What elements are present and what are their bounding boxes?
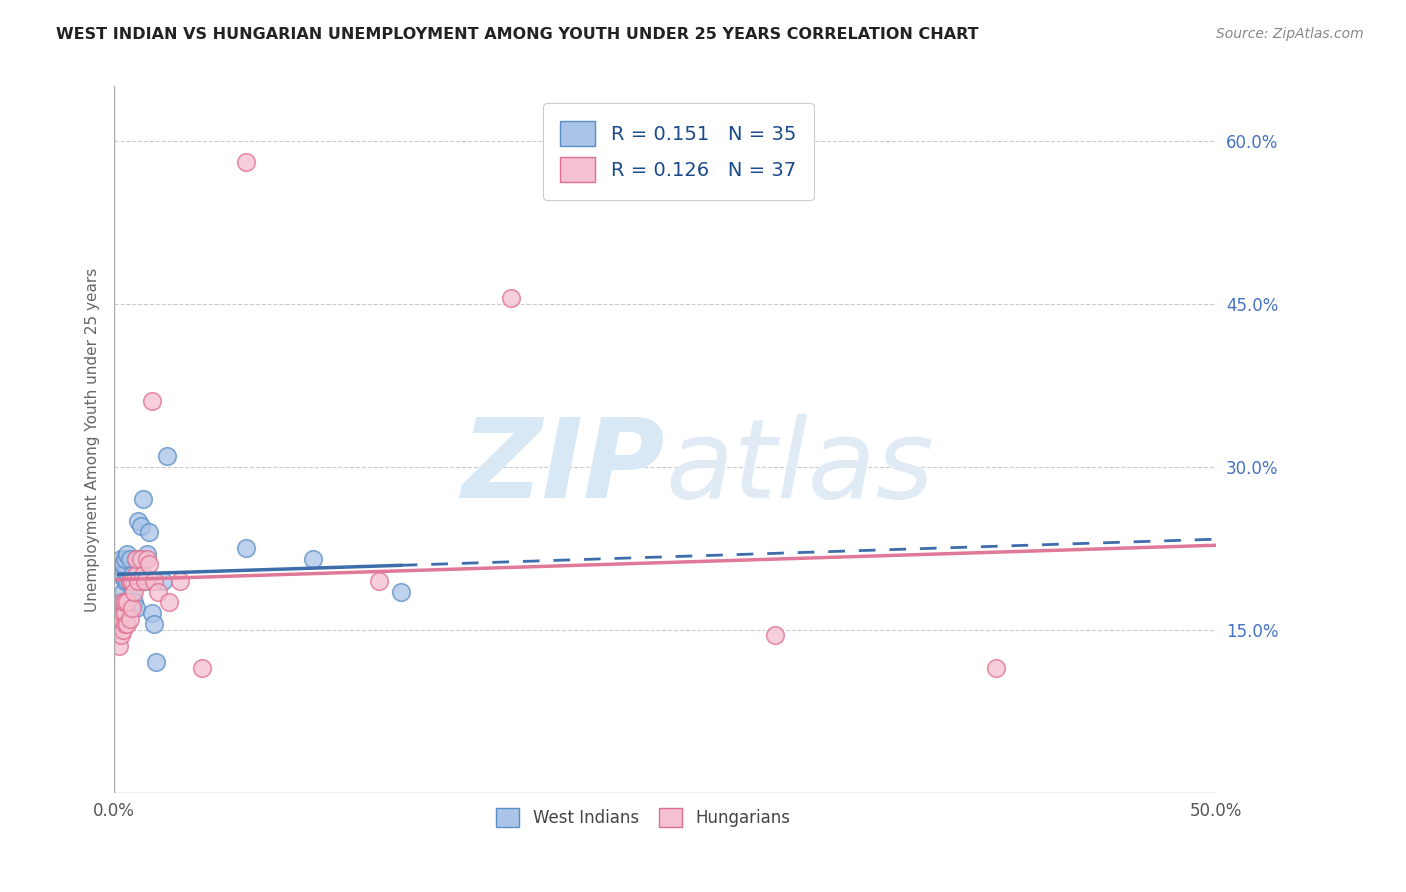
Text: WEST INDIAN VS HUNGARIAN UNEMPLOYMENT AMONG YOUTH UNDER 25 YEARS CORRELATION CHA: WEST INDIAN VS HUNGARIAN UNEMPLOYMENT AM… — [56, 27, 979, 42]
Point — [134, 574, 156, 588]
Point — [142, 574, 165, 588]
Point — [111, 607, 134, 621]
Point — [114, 607, 136, 621]
Point — [301, 552, 323, 566]
Point — [110, 568, 132, 582]
Point — [129, 552, 152, 566]
Point — [121, 584, 143, 599]
Point — [156, 449, 179, 463]
Point — [117, 595, 139, 609]
Point — [138, 558, 160, 572]
Point — [125, 552, 148, 566]
Point — [114, 595, 136, 609]
Text: atlas: atlas — [665, 414, 934, 521]
Point — [114, 595, 136, 609]
Point — [107, 595, 129, 609]
Point — [499, 291, 522, 305]
Point — [118, 574, 141, 588]
Point — [235, 541, 257, 556]
Point — [118, 612, 141, 626]
Point — [134, 574, 156, 588]
Text: ZIP: ZIP — [461, 414, 665, 521]
Point — [114, 574, 136, 588]
Point — [111, 558, 134, 572]
Point — [367, 574, 389, 588]
Point — [110, 552, 132, 566]
Point — [141, 394, 163, 409]
Point — [125, 552, 148, 566]
Point — [125, 601, 148, 615]
Y-axis label: Unemployment Among Youth under 25 years: Unemployment Among Youth under 25 years — [86, 268, 100, 612]
Point — [125, 568, 148, 582]
Point — [121, 574, 143, 588]
Point — [136, 552, 159, 566]
Point — [117, 547, 139, 561]
Point — [111, 623, 134, 637]
Point — [191, 661, 214, 675]
Point — [111, 584, 134, 599]
Point — [107, 612, 129, 626]
Point — [111, 568, 134, 582]
Point — [142, 617, 165, 632]
Point — [127, 514, 149, 528]
Point — [105, 617, 128, 632]
Point — [107, 639, 129, 653]
Point — [765, 628, 787, 642]
Point — [114, 552, 136, 566]
Legend: West Indians, Hungarians: West Indians, Hungarians — [489, 801, 797, 834]
Point — [389, 584, 412, 599]
Point — [117, 595, 139, 609]
Point — [141, 607, 163, 621]
Point — [132, 568, 155, 582]
Point — [138, 524, 160, 539]
Point — [132, 492, 155, 507]
Point — [114, 617, 136, 632]
Point — [152, 574, 174, 588]
Point — [121, 601, 143, 615]
Point — [169, 574, 191, 588]
Point — [122, 574, 145, 588]
Point — [122, 584, 145, 599]
Text: Source: ZipAtlas.com: Source: ZipAtlas.com — [1216, 27, 1364, 41]
Point — [136, 547, 159, 561]
Point — [110, 628, 132, 642]
Point — [148, 584, 170, 599]
Point — [157, 595, 180, 609]
Point — [110, 612, 132, 626]
Point — [114, 607, 136, 621]
Point — [122, 595, 145, 609]
Point — [117, 617, 139, 632]
Point — [127, 574, 149, 588]
Point — [121, 568, 143, 582]
Point — [118, 552, 141, 566]
Point — [118, 574, 141, 588]
Point — [235, 155, 257, 169]
Point — [984, 661, 1007, 675]
Point — [117, 574, 139, 588]
Point — [145, 655, 167, 669]
Point — [129, 519, 152, 533]
Point — [111, 595, 134, 609]
